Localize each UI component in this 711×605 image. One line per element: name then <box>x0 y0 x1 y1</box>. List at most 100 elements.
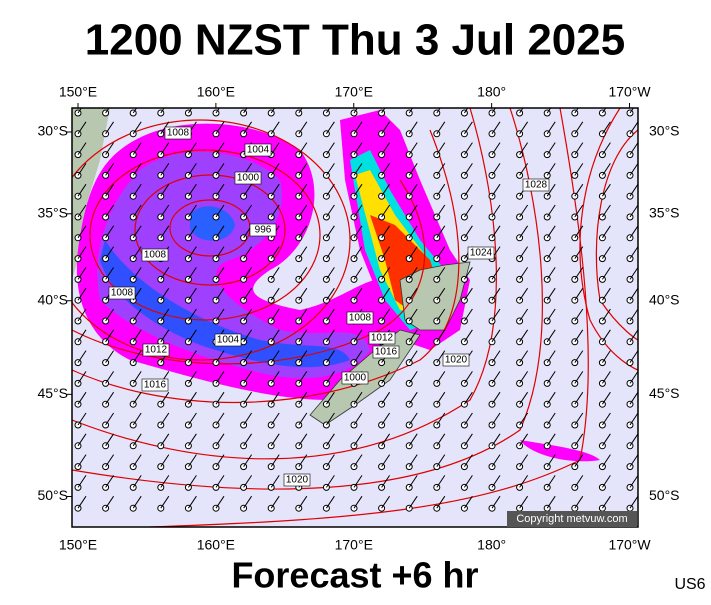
wind-barb <box>546 246 556 259</box>
wind-barb <box>270 183 280 197</box>
wind-barb <box>546 204 556 218</box>
wind-barb <box>436 371 446 384</box>
wind-barb <box>353 350 363 363</box>
wind-barb <box>132 412 142 426</box>
wind-barb <box>463 267 473 280</box>
wind-barb <box>408 142 418 155</box>
wind-barb <box>187 454 197 467</box>
wind-barb <box>519 246 529 259</box>
wind-barb <box>187 495 197 509</box>
isobar-label-bg <box>467 246 495 260</box>
wind-barb <box>325 350 335 363</box>
wind-barb <box>601 371 611 384</box>
wind-barb <box>491 287 501 301</box>
wind-barb <box>574 391 584 405</box>
wind-barb <box>519 163 529 176</box>
wind-barb <box>160 204 170 218</box>
wind-barb <box>77 329 87 343</box>
wind-barb <box>381 412 391 426</box>
wind-barb <box>601 495 611 509</box>
wind-barb <box>77 475 87 488</box>
wind-barb <box>105 329 115 343</box>
wind-barb <box>215 204 225 218</box>
map-frame <box>71 107 639 528</box>
wind-barb <box>132 329 142 343</box>
wind-barb <box>601 163 611 176</box>
wind-barb <box>243 287 253 301</box>
wind-barb <box>132 350 142 363</box>
wind-barb <box>408 204 418 218</box>
wind-barb <box>519 371 529 384</box>
wind-barb <box>629 142 638 155</box>
wind-barb <box>491 204 501 218</box>
wind-barb <box>546 329 556 343</box>
wind-barb <box>298 371 308 384</box>
wind-barb <box>601 454 611 467</box>
wind-barb <box>325 142 335 155</box>
wind-barb <box>325 412 335 426</box>
wind-barb <box>381 433 391 447</box>
wind-barb <box>546 475 556 488</box>
wind-barb <box>574 287 584 301</box>
wind-barb <box>574 163 584 176</box>
wind-barb <box>381 204 391 218</box>
wind-barb <box>629 204 638 218</box>
wind-barb <box>436 329 446 343</box>
isobar-label: 1008 <box>144 250 167 261</box>
wind-barb <box>270 121 280 135</box>
wind-barb <box>601 121 611 135</box>
wind-barb <box>298 350 308 363</box>
wind-barb <box>77 433 87 447</box>
wind-barb <box>77 142 87 155</box>
wind-barb <box>77 308 87 322</box>
wind-barb <box>353 121 363 135</box>
wind-barb <box>105 475 115 488</box>
wind-barb <box>105 433 115 447</box>
lat-label-right: 35°S <box>649 204 680 220</box>
wind-barb <box>132 267 142 280</box>
wind-barb <box>298 454 308 467</box>
isobar-label: 1016 <box>375 347 398 358</box>
wind-barb <box>574 267 584 280</box>
wind-barb <box>463 391 473 405</box>
wind-barb <box>77 163 87 176</box>
wind-barb <box>325 495 335 509</box>
wind-barb <box>105 142 115 155</box>
wind-barb <box>132 475 142 488</box>
wind-barb <box>601 350 611 363</box>
wind-barb <box>160 267 170 280</box>
wind-barb <box>519 412 529 426</box>
wind-barb <box>325 121 335 135</box>
wind-barb <box>546 350 556 363</box>
lat-label-right: 50°S <box>649 487 680 503</box>
wind-barb <box>491 391 501 405</box>
wind-barb <box>187 329 197 343</box>
wind-barb <box>105 391 115 405</box>
wind-barb <box>601 391 611 405</box>
wind-barb <box>381 391 391 405</box>
wind-barb <box>105 204 115 218</box>
wind-barb <box>187 225 197 239</box>
isobar-label: 1004 <box>247 145 270 156</box>
wind-barb <box>381 142 391 155</box>
wind-barb <box>381 183 391 197</box>
wind-barb <box>160 142 170 155</box>
wind-barb <box>270 204 280 218</box>
wind-barb <box>132 225 142 239</box>
wind-barb <box>243 495 253 509</box>
wind-barb <box>187 308 197 322</box>
wind-barb <box>408 495 418 509</box>
wind-barb <box>77 350 87 363</box>
wind-barb <box>381 108 386 114</box>
wind-barb <box>491 183 501 197</box>
wind-barb <box>215 267 225 280</box>
wind-barb <box>629 433 638 447</box>
wind-barb <box>601 142 611 155</box>
wind-barb <box>519 108 524 114</box>
wind-barb <box>629 121 638 135</box>
wind-barb <box>215 183 225 197</box>
wind-barb <box>574 350 584 363</box>
wind-barb <box>325 391 335 405</box>
isobar-label-bg <box>372 345 400 359</box>
wind-barb <box>353 495 363 509</box>
